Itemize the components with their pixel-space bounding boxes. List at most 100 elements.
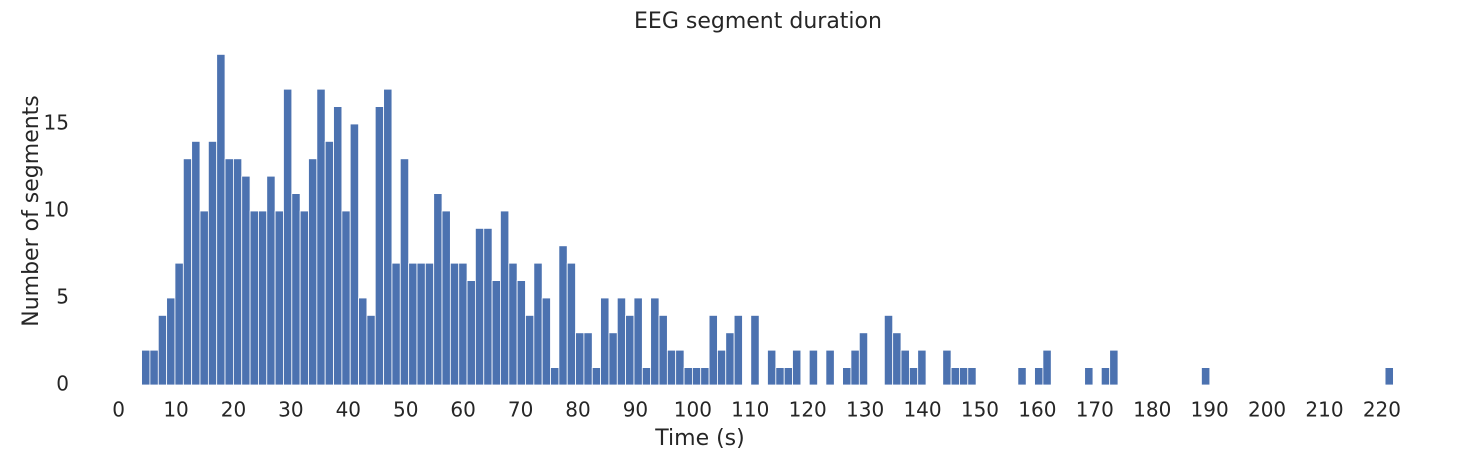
bar bbox=[717, 349, 727, 386]
x-tick-label: 120 bbox=[789, 398, 827, 422]
bar bbox=[675, 349, 685, 386]
x-tick-label: 10 bbox=[163, 398, 188, 422]
x-tick-label: 160 bbox=[1018, 398, 1056, 422]
bar bbox=[358, 297, 368, 386]
bar bbox=[241, 175, 251, 386]
bar bbox=[141, 349, 151, 386]
bar bbox=[541, 297, 551, 386]
bar bbox=[775, 367, 785, 386]
bar bbox=[308, 158, 318, 386]
x-axis-label: Time (s) bbox=[654, 426, 744, 451]
bar bbox=[274, 210, 284, 386]
bar bbox=[216, 54, 226, 386]
bar bbox=[1201, 367, 1211, 386]
bar bbox=[691, 367, 702, 386]
bar bbox=[441, 210, 451, 386]
bar bbox=[967, 367, 977, 386]
bar bbox=[616, 297, 627, 386]
x-tick-label: 200 bbox=[1248, 398, 1286, 422]
bar bbox=[283, 88, 293, 386]
x-tick-label: 70 bbox=[508, 398, 533, 422]
bar bbox=[917, 349, 927, 386]
bar bbox=[625, 314, 635, 386]
bar bbox=[391, 262, 401, 386]
bar bbox=[1042, 349, 1052, 386]
y-tick-label: 15 bbox=[44, 111, 69, 135]
bar bbox=[608, 332, 618, 386]
bar bbox=[1100, 367, 1111, 386]
bar bbox=[650, 297, 660, 386]
bar bbox=[291, 193, 301, 386]
bar bbox=[942, 349, 952, 386]
bar bbox=[408, 262, 418, 386]
bar bbox=[908, 367, 919, 386]
bar bbox=[508, 262, 518, 386]
bar bbox=[883, 314, 894, 386]
bar bbox=[1034, 367, 1044, 386]
bar bbox=[959, 367, 969, 386]
bar bbox=[566, 262, 576, 386]
bar bbox=[1109, 349, 1119, 386]
bar bbox=[666, 349, 677, 386]
bar bbox=[491, 280, 501, 386]
bar bbox=[858, 332, 869, 386]
x-tick-label: 50 bbox=[393, 398, 418, 422]
bar bbox=[700, 367, 710, 386]
bar bbox=[474, 227, 485, 386]
x-tick-label: 40 bbox=[336, 398, 361, 422]
bar bbox=[583, 332, 593, 386]
bar bbox=[349, 123, 359, 386]
bar bbox=[533, 262, 543, 386]
y-tick-label: 10 bbox=[44, 198, 69, 222]
x-tick-label: 220 bbox=[1363, 398, 1401, 422]
bar bbox=[1384, 367, 1394, 386]
bar bbox=[424, 262, 435, 386]
bar bbox=[249, 210, 259, 386]
bar bbox=[892, 332, 902, 386]
bar bbox=[808, 349, 818, 386]
bar bbox=[575, 332, 585, 386]
x-tick-label: 110 bbox=[731, 398, 769, 422]
bar bbox=[199, 210, 209, 386]
x-tick-label: 140 bbox=[903, 398, 941, 422]
bar bbox=[550, 367, 560, 386]
bar bbox=[433, 193, 443, 386]
bar bbox=[207, 140, 218, 386]
bar bbox=[157, 314, 168, 386]
bar bbox=[182, 158, 193, 386]
x-tick-label: 80 bbox=[565, 398, 590, 422]
bar bbox=[950, 367, 960, 386]
bar bbox=[174, 262, 184, 386]
x-tick-label: 100 bbox=[674, 398, 712, 422]
bar bbox=[750, 314, 760, 386]
bar bbox=[466, 280, 476, 386]
bar bbox=[842, 367, 852, 386]
bar bbox=[149, 349, 159, 386]
bar bbox=[633, 297, 643, 386]
bar bbox=[374, 106, 385, 386]
y-axis-label: Number of segments bbox=[19, 95, 44, 327]
bar bbox=[733, 314, 743, 386]
bar bbox=[558, 245, 568, 386]
bar bbox=[516, 280, 526, 386]
bar bbox=[341, 210, 351, 386]
x-tick-label: 170 bbox=[1076, 398, 1114, 422]
bar bbox=[591, 367, 601, 386]
x-tick-label: 0 bbox=[112, 398, 125, 422]
bar bbox=[333, 106, 343, 386]
bar bbox=[792, 349, 802, 386]
bar bbox=[258, 210, 268, 386]
bar bbox=[166, 297, 176, 386]
x-tick-label: 130 bbox=[846, 398, 884, 422]
bar bbox=[191, 140, 201, 386]
x-tick-label: 20 bbox=[221, 398, 246, 422]
bar bbox=[641, 367, 652, 386]
bar bbox=[324, 140, 334, 386]
bar bbox=[449, 262, 460, 386]
bar bbox=[1017, 367, 1027, 386]
x-tick-label: 180 bbox=[1133, 398, 1171, 422]
bar bbox=[1084, 367, 1094, 386]
bar bbox=[767, 349, 777, 386]
chart-title: EEG segment duration bbox=[634, 9, 882, 34]
